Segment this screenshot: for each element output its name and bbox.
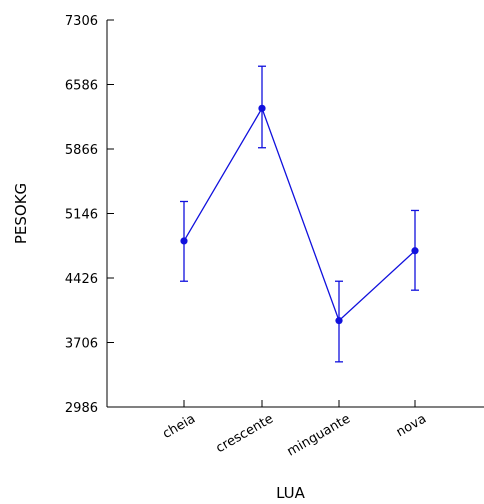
y-tick-label: 3706 <box>65 337 98 352</box>
y-ticks: 2986 3706 4426 5146 5866 6586 7306 <box>65 14 114 416</box>
x-tick-label: minguante <box>285 411 353 459</box>
y-axis-title: PESOKG <box>12 183 30 244</box>
x-tick-label: nova <box>394 411 429 440</box>
x-ticks: cheia crescente minguante nova <box>160 400 429 460</box>
data-point <box>180 237 188 245</box>
series-line <box>183 106 416 322</box>
plot-area <box>180 65 419 363</box>
x-axis-title: LUA <box>276 484 306 502</box>
y-tick-label: 5866 <box>65 143 98 158</box>
y-tick-label: 5146 <box>65 208 98 223</box>
data-point <box>335 317 343 325</box>
y-tick-label: 2986 <box>65 401 98 416</box>
data-point <box>258 104 266 112</box>
y-tick-label: 7306 <box>65 14 98 29</box>
x-tick-label: crescente <box>214 411 276 456</box>
y-tick-label: 4426 <box>65 272 98 287</box>
data-point <box>411 247 419 255</box>
x-tick-label: cheia <box>160 411 198 441</box>
axes: 2986 3706 4426 5146 5866 6586 7306 cheia cresce… <box>65 14 484 460</box>
y-tick-label: 6586 <box>65 79 98 94</box>
